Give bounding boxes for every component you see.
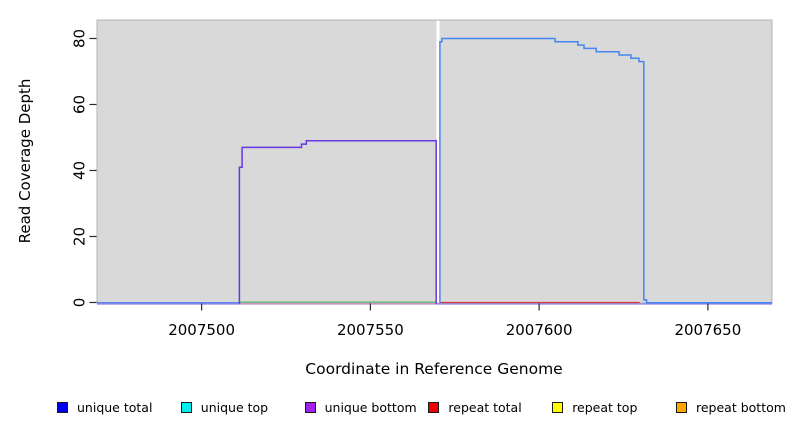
legend-swatch-icon: [180, 401, 192, 413]
legend-label: repeat bottom: [696, 399, 786, 415]
legend-label: unique bottom: [324, 399, 417, 415]
x-tick-label: 2007550: [337, 321, 404, 339]
x-tick-label: 2007500: [168, 321, 235, 339]
coverage-gap-band: [436, 20, 440, 303]
y-tick-label: 60: [71, 95, 89, 114]
chart-legend: unique total unique top unique bottom repea…: [0, 398, 792, 422]
x-axis-title: Coordinate in Reference Genome: [305, 360, 562, 378]
unique-bottom: [238, 140, 437, 304]
legend-item-repeat-total: repeat total: [428, 398, 522, 416]
legend-label: unique top: [200, 399, 269, 415]
legend-swatch-icon: [304, 401, 316, 413]
plot-area: [96, 19, 773, 304]
legend-item-unique-total: unique total: [57, 398, 152, 416]
x-tick-label: 2007600: [506, 321, 573, 339]
legend-label: unique total: [77, 399, 153, 415]
legend-swatch-icon: [676, 401, 687, 413]
y-tick-label: 40: [71, 161, 89, 180]
legend-item-repeat-bottom: repeat bottom: [676, 398, 786, 416]
legend-item-unique-top: unique top: [180, 398, 269, 416]
legend-swatch-icon: [552, 401, 564, 413]
legend-label: repeat top: [572, 399, 638, 415]
y-tick-label: 80: [71, 29, 89, 48]
legend-swatch-icon: [57, 401, 68, 413]
legend-label: repeat total: [448, 399, 522, 415]
legend-item-repeat-top: repeat top: [552, 398, 637, 416]
x-tick-label: 2007650: [674, 321, 741, 339]
legend-swatch-icon: [428, 401, 440, 413]
y-tick-label: 20: [71, 227, 89, 246]
y-axis-title: Read Coverage Depth: [16, 79, 34, 244]
y-tick-label: 0: [71, 298, 89, 308]
unique-total: [439, 37, 772, 304]
legend-item-unique-bottom: unique bottom: [304, 398, 417, 416]
